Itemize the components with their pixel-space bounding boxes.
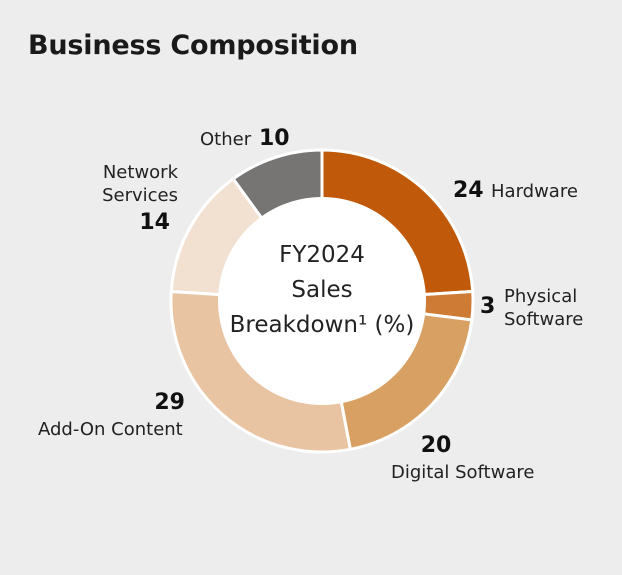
slice-label-text-other: Other [200,129,252,150]
donut-hole [218,197,426,405]
slice-label-value-add-on-content: 29 [154,390,185,415]
center-line-1: FY2024 [279,242,365,268]
center-line-3-main: Breakdown [230,312,358,338]
center-line-3-suffix: ¹ (%) [358,312,414,338]
slice-label-text-add-on-content: Add-On Content [38,419,183,440]
slice-label-text-digital-software: Digital Software [391,462,534,483]
slice-label-text-physical-software-1: Physical [504,286,577,307]
slice-label-value-hardware: 24 [453,178,484,203]
center-line-3: Breakdown¹ (%) [230,312,415,338]
center-line-2: Sales [291,277,352,303]
slice-label-text-network-services-2: Services [102,185,178,206]
slice-label-value-digital-software: 20 [421,433,452,458]
slice-label-text-network-services-1: Network [103,162,179,183]
chart-title: Business Composition [28,30,358,61]
slice-label-text-physical-software-2: Software [504,309,583,330]
slice-label-value-other: 10 [259,126,290,151]
slice-label-value-physical-software: 3 [480,294,495,319]
slice-label-text-hardware: Hardware [491,181,578,202]
slice-label-value-network-services: 14 [139,210,170,235]
